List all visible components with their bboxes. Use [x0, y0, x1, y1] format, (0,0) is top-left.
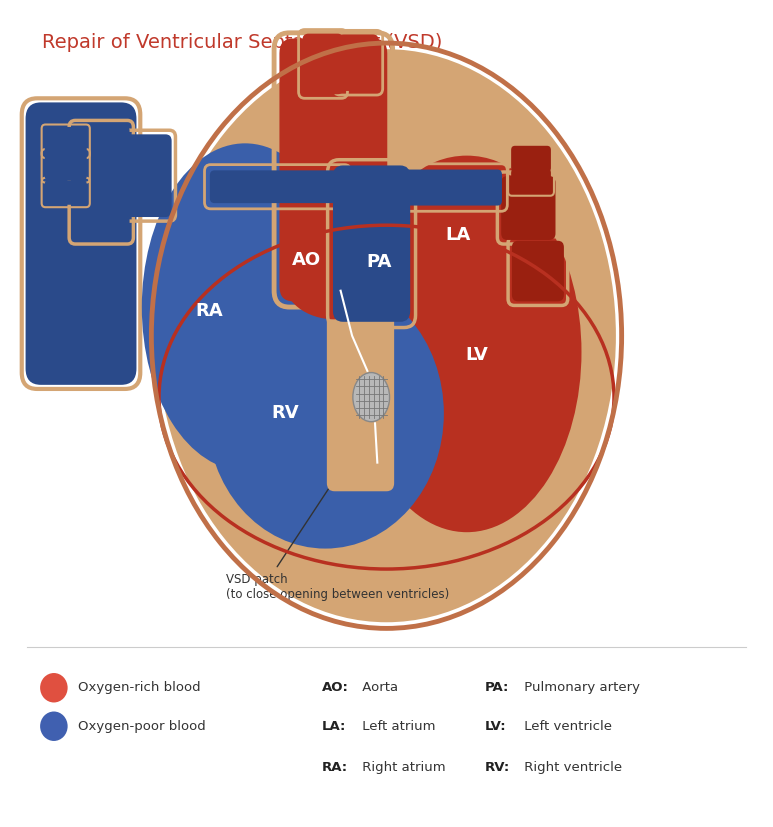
Text: Oxygen-rich blood: Oxygen-rich blood — [77, 681, 200, 694]
Text: Repair of Ventricular Septal Defect (VSD): Repair of Ventricular Septal Defect (VSD… — [43, 33, 443, 52]
Text: Left atrium: Left atrium — [358, 719, 436, 733]
Text: LA: LA — [445, 226, 470, 244]
FancyBboxPatch shape — [45, 127, 87, 155]
Text: Aorta: Aorta — [358, 681, 398, 694]
Text: AO: AO — [291, 251, 321, 269]
FancyBboxPatch shape — [73, 125, 130, 240]
FancyBboxPatch shape — [327, 287, 394, 491]
Text: LV:: LV: — [485, 719, 506, 733]
Text: Right atrium: Right atrium — [358, 761, 446, 774]
Text: RV:: RV: — [485, 761, 509, 774]
Text: VSD patch
(to close opening between ventricles): VSD patch (to close opening between vent… — [226, 573, 449, 601]
FancyBboxPatch shape — [45, 151, 87, 180]
Text: PA:: PA: — [485, 681, 509, 694]
Ellipse shape — [141, 143, 349, 471]
Text: RA: RA — [196, 302, 223, 320]
FancyBboxPatch shape — [501, 176, 556, 240]
Text: Right ventricle: Right ventricle — [519, 761, 621, 774]
Circle shape — [40, 673, 67, 702]
Ellipse shape — [283, 237, 386, 319]
Text: LV: LV — [465, 346, 488, 364]
FancyBboxPatch shape — [511, 169, 551, 194]
Text: PA: PA — [366, 253, 392, 271]
FancyBboxPatch shape — [397, 170, 502, 206]
FancyBboxPatch shape — [302, 34, 344, 94]
Text: Pulmonary artery: Pulmonary artery — [519, 681, 639, 694]
Text: AO:: AO: — [322, 681, 349, 694]
Ellipse shape — [352, 172, 581, 533]
FancyBboxPatch shape — [511, 146, 551, 172]
Text: RV: RV — [272, 404, 299, 423]
Ellipse shape — [157, 49, 616, 622]
Circle shape — [40, 711, 67, 741]
FancyBboxPatch shape — [209, 170, 346, 203]
FancyBboxPatch shape — [45, 180, 87, 205]
FancyBboxPatch shape — [26, 103, 137, 385]
Ellipse shape — [386, 155, 547, 311]
FancyBboxPatch shape — [512, 241, 564, 301]
FancyBboxPatch shape — [338, 35, 379, 91]
Text: Oxygen-poor blood: Oxygen-poor blood — [77, 719, 206, 733]
FancyBboxPatch shape — [280, 39, 387, 301]
Ellipse shape — [352, 373, 390, 422]
FancyBboxPatch shape — [333, 165, 410, 322]
FancyBboxPatch shape — [123, 134, 172, 217]
Ellipse shape — [207, 279, 444, 548]
Text: Left ventricle: Left ventricle — [519, 719, 611, 733]
Text: RA:: RA: — [322, 761, 348, 774]
Text: LA:: LA: — [322, 719, 346, 733]
